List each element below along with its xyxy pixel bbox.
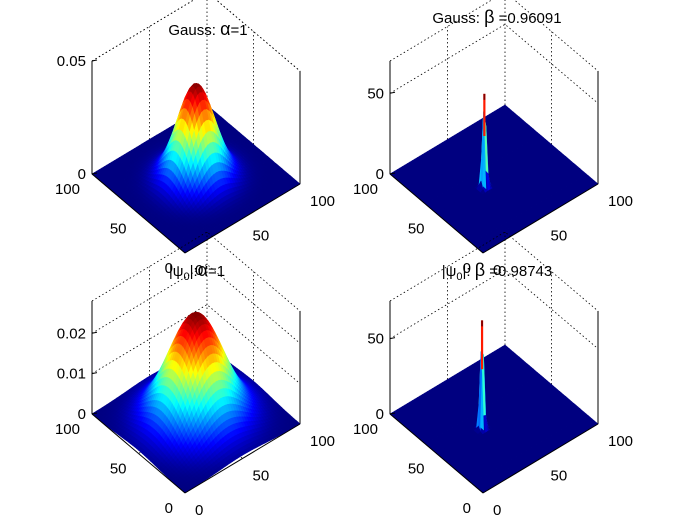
surface-mesh [389,320,599,494]
title-mid: |: [190,263,198,280]
title-prefix: |ψ [169,263,184,280]
y-axis-line [91,413,186,494]
y-tick-label: 0 [165,500,173,517]
y-tick-label: 50 [408,221,425,238]
wall-grid-line [91,0,301,72]
z-tick-mark [389,172,396,175]
spike-base [482,136,487,190]
title-mid: |: [462,263,474,280]
x-tick-label: 50 [253,228,270,245]
plot-title: Gauss: α=1 [168,19,247,39]
z-tick-label: 0 [78,166,86,183]
title-suffix: =1 [230,22,247,39]
z-tick-label: 50 [367,85,384,102]
y-axis-line [389,413,484,494]
wall-grid-line [389,23,599,104]
title-symbol: β [484,7,494,27]
x-tick-label: 0 [195,262,203,279]
spike-base [480,369,484,431]
y-tick-label: 0 [463,500,471,517]
title-symbol: β [475,260,485,280]
title-suffix: =1 [208,263,225,280]
box-top-edge [389,231,599,312]
z-tick-label: 0 [78,406,86,423]
z-tick-label: 0.01 [57,366,86,383]
plot-title: |ψ0|: β =0.98743 [442,260,552,283]
x-axis-line [482,183,599,254]
y-tick-label: 0 [463,260,471,277]
y-tick-label: 100 [55,181,80,198]
title-prefix: Gauss: [432,10,484,27]
title-symbol: α [220,19,230,39]
x-axis-line [184,423,301,494]
title-prefix: |ψ [442,263,457,280]
x-tick-label: 0 [195,502,203,519]
x-tick-label: 100 [608,433,633,450]
wall-grid-line [389,269,599,350]
y-tick-label: 100 [353,181,378,198]
y-axis-line [389,173,484,254]
y-tick-label: 0 [165,260,173,277]
z-tick-label: 0 [376,166,384,183]
wall-grid-line [91,304,301,384]
z-tick-label: 50 [367,331,384,348]
z-tick-mark [91,59,98,62]
box-top-edge [91,231,301,312]
wall-grid-line [91,263,301,344]
z-tick-mark [389,91,396,94]
title-subscript: 0 [183,271,189,283]
x-tick-label: 50 [551,228,568,245]
x-tick-label: 0 [493,502,501,519]
x-tick-label: 100 [608,193,633,210]
title-prefix: Gauss: [168,22,220,39]
surface-mesh [91,311,301,494]
z-tick-label: 0.05 [57,53,86,70]
y-tick-label: 100 [353,421,378,438]
z-tick-mark [91,172,98,175]
y-tick-label: 50 [408,461,425,478]
y-axis-line [91,173,186,254]
z-tick-label: 0.02 [57,325,86,342]
x-tick-label: 50 [551,468,568,485]
plot-title: Gauss: β =0.96091 [432,7,561,27]
x-tick-label: 100 [310,433,335,450]
z-tick-label: 0 [376,406,384,423]
title-suffix: =0.96091 [494,10,561,27]
x-tick-label: 0 [493,262,501,279]
box-top-edge [389,0,599,72]
x-tick-label: 50 [253,468,270,485]
x-axis-line [482,423,599,494]
z-tick-mark [91,372,98,375]
surface-mesh [91,82,301,254]
y-tick-label: 50 [110,461,127,478]
z-tick-mark [389,412,396,415]
surface-mesh [389,93,599,254]
title-subscript: 0 [456,271,462,283]
title-suffix: =0.98743 [485,263,552,280]
z-tick-mark [91,331,98,334]
title-symbol: α [198,260,208,280]
y-tick-label: 50 [110,221,127,238]
x-tick-label: 100 [310,193,335,210]
y-tick-label: 100 [55,421,80,438]
x-axis-line [184,183,301,254]
z-tick-mark [91,412,98,415]
plot-title: |ψ0|:α=1 [169,260,225,283]
z-tick-mark [389,337,396,340]
